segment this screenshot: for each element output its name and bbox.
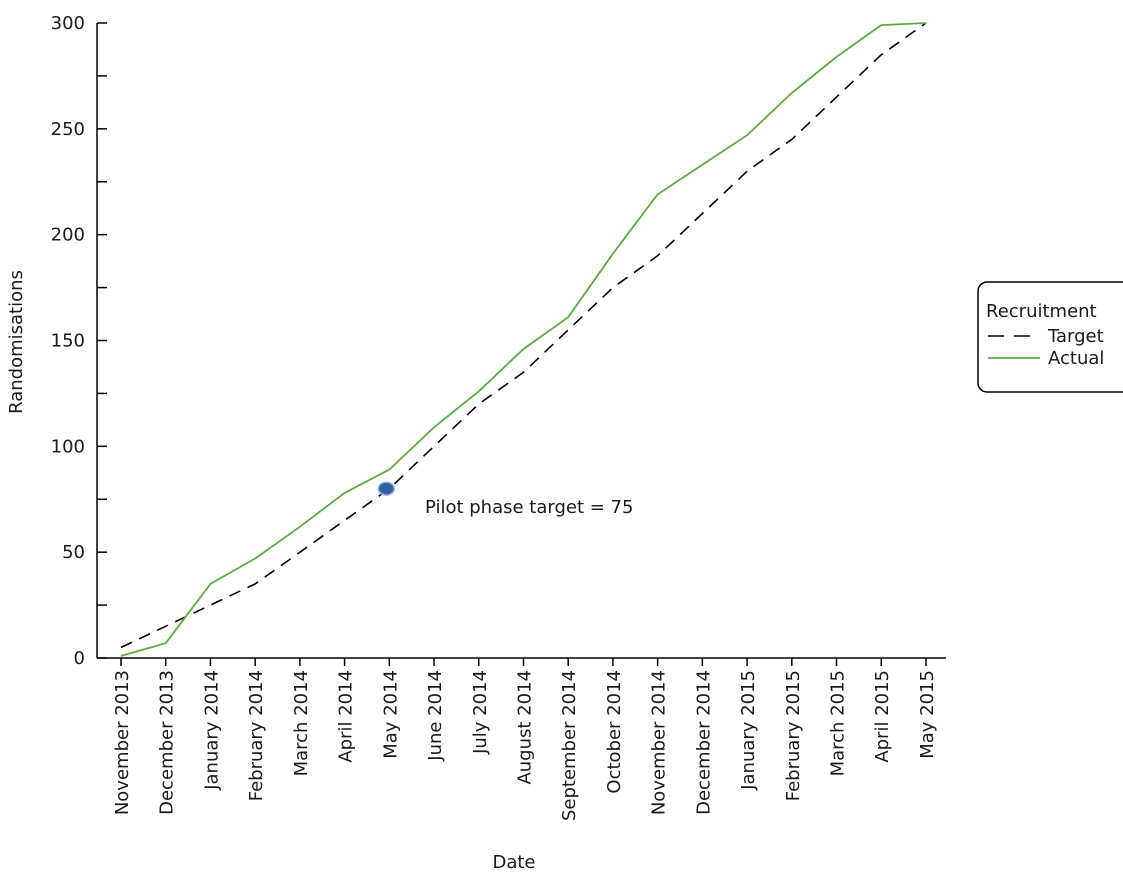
y-tick-label: 300: [51, 13, 85, 34]
x-tick-label: May 2015: [917, 670, 938, 759]
y-axis-title: Randomisations: [6, 270, 27, 414]
x-tick-label: May 2014: [380, 670, 401, 759]
y-tick-label: 100: [51, 436, 85, 457]
y-tick-label: 50: [62, 542, 85, 563]
pilot-target-marker: [377, 481, 396, 496]
x-tick-label: September 2014: [559, 670, 580, 821]
series-target-line: [120, 22, 927, 649]
y-tick-label: 0: [74, 648, 85, 669]
series-actual-line: [120, 22, 927, 657]
x-tick-label: January 2015: [738, 670, 759, 791]
x-axis: November 2013 December 2013 January 2014 Fe…: [97, 657, 946, 821]
legend-box: [977, 281, 1123, 393]
x-tick-label: February 2014: [246, 670, 267, 801]
series-layer: [120, 22, 927, 657]
annotation-layer: Pilot phase target = 75: [377, 481, 633, 518]
legend-label-actual: Actual: [1048, 348, 1104, 369]
legend-label-target: Target: [1047, 326, 1104, 347]
pilot-target-label: Pilot phase target = 75: [425, 497, 633, 518]
x-axis-title: Date: [492, 852, 535, 873]
legend-title: Recruitment: [986, 301, 1097, 322]
y-axis: 0 50 100 150 200 250 300: [51, 13, 107, 669]
x-tick-label: November 2014: [649, 670, 670, 815]
x-tick-label: April 2014: [336, 670, 357, 763]
x-tick-label: November 2013: [112, 670, 133, 815]
x-tick-label: October 2014: [604, 670, 625, 794]
x-tick-label: December 2013: [157, 670, 178, 815]
x-tick-label: February 2015: [783, 670, 804, 801]
y-tick-label: 250: [51, 119, 85, 140]
x-tick-label: August 2014: [514, 670, 535, 785]
y-tick-label: 200: [51, 225, 85, 246]
y-tick-label: 150: [51, 331, 85, 352]
x-tick-label: December 2014: [693, 670, 714, 815]
x-tick-label: March 2014: [291, 670, 312, 776]
x-tick-label: January 2014: [201, 670, 222, 791]
x-tick-label: June 2014: [425, 670, 446, 762]
x-tick-label: July 2014: [470, 670, 491, 755]
x-tick-label: April 2015: [872, 670, 893, 763]
x-tick-label: March 2015: [828, 670, 849, 776]
